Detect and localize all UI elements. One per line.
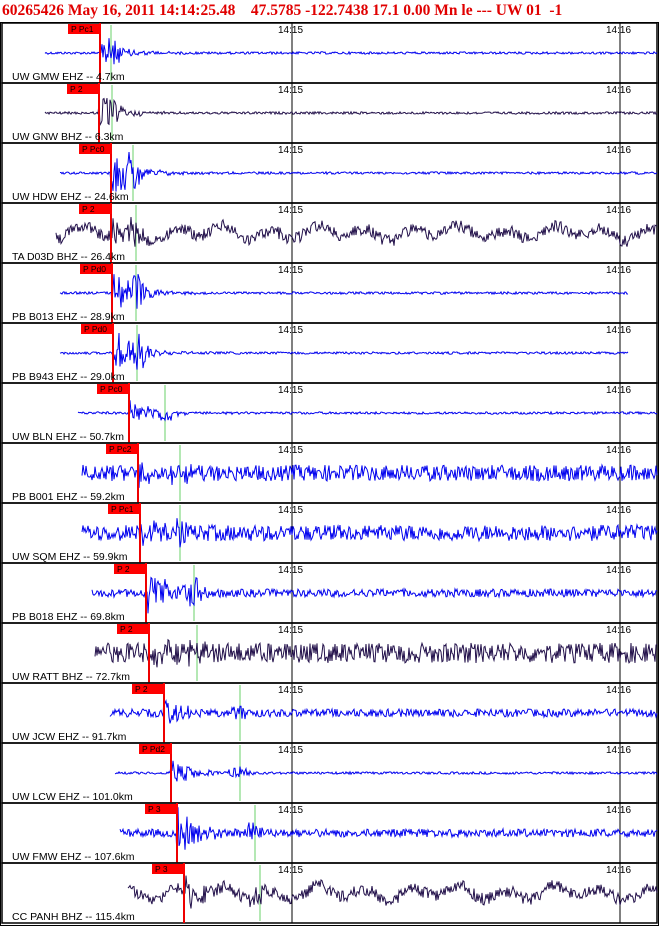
pick-label: P 3 (148, 804, 161, 814)
time-tick-label: 14:15 (278, 625, 303, 636)
time-tick-label: 14:15 (278, 85, 303, 96)
channel-label: UW RATT BHZ -- 72.7km (12, 671, 130, 683)
time-tick-label: 14:16 (606, 205, 631, 216)
time-tick-label: 14:15 (278, 325, 303, 336)
pick-label-bg (117, 624, 150, 634)
pick-label-bg (67, 84, 100, 94)
waveform-trace (81, 462, 658, 488)
event-header: 60265426 May 16, 2011 14:14:25.48 47.578… (2, 2, 563, 19)
time-tick-label: 14:15 (278, 205, 303, 216)
time-tick-label: 14:16 (606, 805, 631, 816)
time-tick-label: 14:15 (278, 805, 303, 816)
pick-label: P 2 (82, 204, 95, 214)
time-tick-label: 14:15 (278, 865, 303, 876)
time-tick-label: 14:16 (606, 25, 631, 36)
channel-label: UW GNW BHZ -- 6.3km (12, 131, 124, 143)
waveform-trace (59, 152, 658, 192)
channel-label: PB B001 EHZ -- 59.2km (12, 491, 125, 503)
waveform-trace (44, 38, 658, 65)
time-tick-label: 14:16 (606, 325, 631, 336)
channel-panel (1, 862, 658, 924)
time-tick-label: 14:16 (606, 145, 631, 156)
pick-label: P Pd0 (83, 264, 106, 274)
time-tick-label: 14:15 (278, 385, 303, 396)
channel-label: PB B013 EHZ -- 28.9km (12, 311, 125, 323)
waveform-trace (59, 273, 629, 309)
waveform-trace (94, 638, 658, 668)
waveform-trace (91, 576, 658, 614)
pick-label-bg (152, 864, 185, 874)
pick-label: P Pd2 (142, 744, 165, 754)
channel-label: UW SQM EHZ -- 59.9km (12, 551, 128, 563)
channel-label: UW LCW EHZ -- 101.0km (12, 791, 133, 803)
waveform-trace (127, 875, 658, 909)
channel-label: TA D03D BHZ -- 26.4km (12, 251, 125, 263)
pick-label: P 2 (70, 84, 83, 94)
waveform-trace (59, 332, 629, 370)
channel-label: UW BLN EHZ -- 50.7km (12, 431, 124, 443)
pick-label-bg (79, 144, 112, 154)
time-tick-label: 14:16 (606, 265, 631, 276)
channel-label: UW GMW EHZ -- 4.7km (12, 71, 125, 83)
waveform-trace (109, 697, 658, 724)
pick-label: P Pd0 (84, 324, 107, 334)
channel-label: UW FMW EHZ -- 107.6km (12, 851, 135, 863)
time-tick-label: 14:15 (278, 685, 303, 696)
pick-label-bg (145, 804, 178, 814)
pick-label-bg (132, 684, 165, 694)
pick-label-bg (97, 384, 130, 394)
time-tick-label: 14:16 (606, 745, 631, 756)
time-tick-label: 14:15 (278, 445, 303, 456)
pick-label: P Pc0 (82, 144, 105, 154)
pick-label: P Pc2 (109, 444, 132, 454)
time-tick-label: 14:16 (606, 385, 631, 396)
pick-label-bg (139, 744, 172, 754)
waveform-trace (77, 400, 658, 422)
channel-label: UW JCW EHZ -- 91.7km (12, 731, 127, 743)
pick-label: P 2 (120, 624, 133, 634)
waveform-trace (44, 97, 658, 127)
pick-label-bg (108, 504, 141, 514)
pick-label-bg (81, 324, 114, 334)
time-tick-label: 14:16 (606, 685, 631, 696)
time-tick-label: 14:15 (278, 265, 303, 276)
time-tick-label: 14:16 (606, 445, 631, 456)
time-tick-label: 14:15 (278, 25, 303, 36)
time-tick-label: 14:15 (278, 565, 303, 576)
pick-label-bg (106, 444, 139, 454)
waveform-trace (55, 216, 658, 247)
channel-label: PB B018 EHZ -- 69.8km (12, 611, 125, 623)
time-tick-label: 14:15 (278, 505, 303, 516)
channel-label: PB B943 EHZ -- 29.0km (12, 371, 125, 383)
pick-label: P 3 (155, 864, 168, 874)
waveform-trace (119, 807, 658, 856)
pick-label-bg (80, 264, 113, 274)
pick-label: P 2 (117, 564, 130, 574)
channel-label: UW HDW EHZ -- 24.6km (12, 191, 129, 203)
time-tick-label: 14:16 (606, 865, 631, 876)
pick-label: P 2 (135, 684, 148, 694)
time-tick-label: 14:16 (606, 625, 631, 636)
channel-label: CC PANH BHZ -- 115.4km (12, 911, 135, 923)
time-tick-label: 14:16 (606, 565, 631, 576)
pick-label-bg (68, 24, 101, 34)
pick-label-bg (114, 564, 147, 574)
time-tick-label: 14:15 (278, 745, 303, 756)
pick-label-bg (79, 204, 112, 214)
waveform-trace (81, 518, 658, 548)
pick-label: P Pc0 (100, 384, 123, 394)
pick-label: P Pc1 (111, 504, 134, 514)
time-tick-label: 14:16 (606, 85, 631, 96)
pick-label: P Pc1 (71, 24, 94, 34)
time-tick-label: 14:15 (278, 145, 303, 156)
waveform-trace (114, 760, 658, 782)
time-tick-label: 14:16 (606, 505, 631, 516)
